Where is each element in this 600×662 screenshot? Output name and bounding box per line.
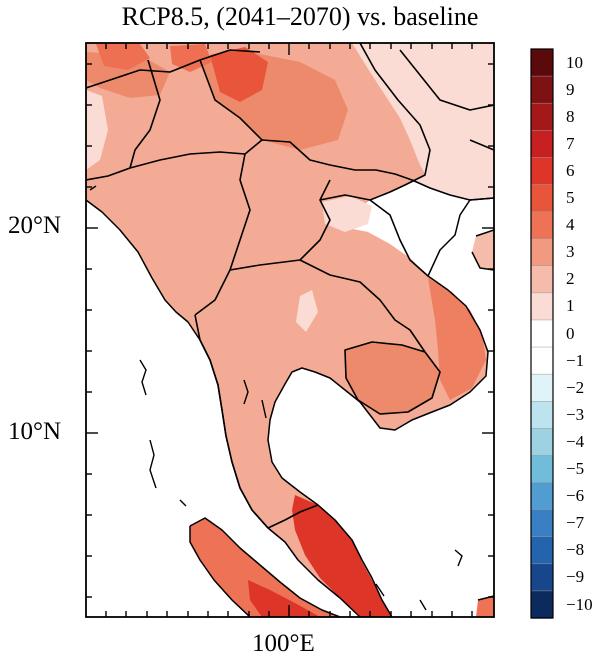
small-islands <box>89 185 463 611</box>
colorbar-label: 9 <box>566 79 575 99</box>
sumatra-hot <box>248 580 320 617</box>
plot-frame <box>85 42 495 618</box>
colorbar-swatch <box>530 48 554 77</box>
colorbar-label: 4 <box>566 215 575 235</box>
borneo-edge <box>476 596 494 617</box>
colorbar-swatch <box>530 157 554 186</box>
colorbar-label: 10 <box>566 52 583 72</box>
colorbar-swatch <box>530 509 554 538</box>
light-spot-thailand <box>296 290 318 332</box>
colorbar-swatch <box>530 184 554 213</box>
colorbar-swatch <box>530 563 554 592</box>
light-spot-laos <box>322 196 372 232</box>
map-title: RCP8.5, (2041–2070) vs. baseline <box>121 2 479 31</box>
colorbar-label: 2 <box>566 269 575 289</box>
colorbar-swatch <box>530 238 554 267</box>
lat-label-20n: 20°N <box>8 212 62 239</box>
colorbar-label: 6 <box>566 160 575 180</box>
colorbar-label: −8 <box>566 540 585 560</box>
malay-peninsula-hot <box>292 495 392 617</box>
colorbar-label: 0 <box>566 323 575 343</box>
mainland-land <box>86 43 488 617</box>
colorbar-label: 8 <box>566 106 575 126</box>
colorbar-swatch <box>530 319 554 348</box>
lat-label-10n: 10°N <box>8 418 62 445</box>
colorbar-label: 3 <box>566 242 575 262</box>
colorbar-swatch <box>530 482 554 511</box>
colorbar-swatch <box>530 211 554 240</box>
warm-patch-cambodia <box>345 342 440 414</box>
colorbar <box>530 48 554 619</box>
hainan-island <box>472 230 494 270</box>
colorbar-swatch <box>530 400 554 430</box>
colorbar-swatch <box>530 265 554 294</box>
lon-label-100e: 100°E <box>252 630 315 657</box>
colorbar-label: −6 <box>566 486 585 506</box>
northeast-light-region <box>352 43 494 198</box>
colorbar-swatch <box>530 428 554 457</box>
colorbar-swatch <box>530 102 554 132</box>
colorbar-swatch <box>530 455 554 484</box>
colorbar-label: 1 <box>566 296 575 316</box>
hot-patch-top <box>210 47 268 102</box>
warm-patch-east-coast <box>428 278 486 400</box>
colorbar-swatch <box>530 590 554 619</box>
colorbar-label: −3 <box>566 404 585 424</box>
colorbar-label: 7 <box>566 133 575 153</box>
colorbar-swatch <box>530 346 554 375</box>
colorbar-swatch <box>530 292 554 321</box>
colorbar-label: −5 <box>566 459 585 478</box>
sumatra-land <box>190 518 340 617</box>
northwest-light-strip <box>86 90 108 170</box>
colorbar-frame <box>530 48 554 619</box>
colorbar-swatch <box>530 536 554 565</box>
coastlines <box>86 197 494 617</box>
colorbar-label: −4 <box>566 431 585 451</box>
colorbar-label: −7 <box>566 513 585 533</box>
colorbar-swatch <box>530 75 554 104</box>
axis-ticks <box>86 43 494 617</box>
colorbar-label: −2 <box>566 377 585 397</box>
colorbar-label: −1 <box>566 350 585 370</box>
map-plot-area <box>86 43 494 617</box>
colorbar-swatch <box>530 373 554 402</box>
colorbar-label: −10 <box>566 594 593 614</box>
hot-patch-top-left <box>96 44 150 70</box>
colorbar-swatch <box>530 130 554 159</box>
colorbar-label: 5 <box>566 188 575 207</box>
colorbar-label: −9 <box>566 567 585 587</box>
